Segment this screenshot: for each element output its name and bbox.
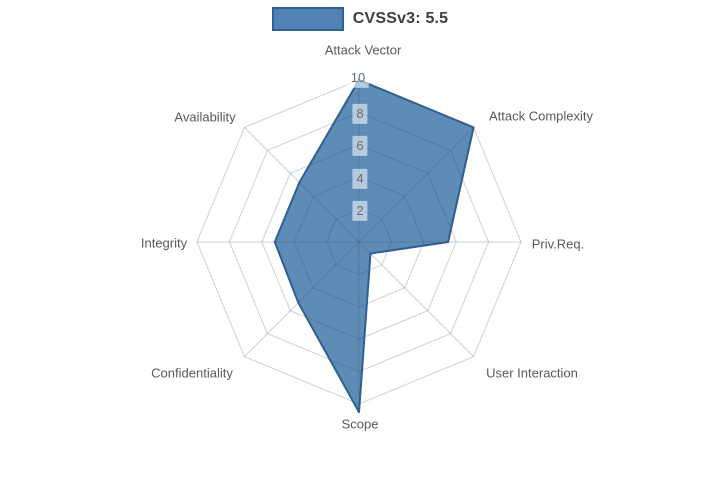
radial-tick-8: 8	[352, 103, 368, 125]
radar-grid	[196, 79, 522, 405]
grid-ring	[326, 209, 392, 275]
axis-label-attack-vector: Attack Vector	[324, 42, 402, 58]
radar-data-fill	[274, 80, 474, 413]
legend-swatch[interactable]	[271, 7, 344, 31]
grid-spoke	[358, 241, 474, 357]
axis-label-user-interaction: User Interaction	[486, 365, 578, 381]
radial-tick-10: 10	[346, 67, 370, 89]
grid-ring	[293, 176, 425, 308]
axis-label-attack-complexity: Attack Complexity	[488, 108, 594, 124]
axis-label-priv-req: Priv.Req.	[531, 236, 585, 252]
grid-ring	[228, 111, 490, 373]
grid-spoke	[244, 241, 360, 357]
grid-spoke	[358, 127, 474, 243]
radial-tick-6: 6	[352, 135, 368, 157]
axis-label-scope: Scope	[341, 416, 379, 432]
radial-tick-4: 4	[352, 168, 368, 190]
radial-tick-2: 2	[352, 200, 368, 222]
axis-label-availability: Availability	[174, 109, 236, 125]
grid-ring	[261, 144, 457, 340]
legend: CVSSv3: 5.5	[0, 7, 720, 31]
legend-label[interactable]: CVSSv3: 5.5	[352, 10, 449, 27]
grid-spoke	[244, 127, 360, 243]
radar-data-outline	[273, 79, 475, 414]
axis-label-confidentiality: Confidentiality	[151, 365, 233, 381]
axis-label-integrity: Integrity	[140, 235, 188, 251]
